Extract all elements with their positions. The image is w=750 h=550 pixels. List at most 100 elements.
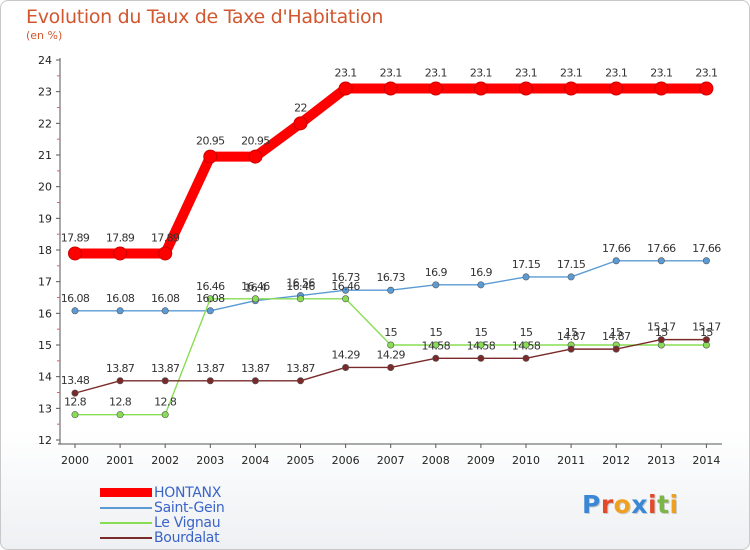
x-tick-label: 2008: [422, 454, 450, 467]
data-point-bourdalat: [657, 336, 665, 344]
data-label-saint-gein: 16.56: [286, 277, 315, 290]
legend-item-saint-gein: Saint-Gein: [100, 500, 225, 516]
x-tick-label: 2014: [692, 454, 720, 467]
x-tick-label: 2002: [151, 454, 179, 467]
data-label-le-vignau: 15: [565, 326, 578, 339]
x-tick-label: 2003: [196, 454, 224, 467]
data-point-le-vignau: [477, 341, 485, 349]
data-point-hontanx: [383, 81, 398, 96]
data-point-hontanx: [609, 81, 624, 96]
x-tick-label: 2012: [602, 454, 630, 467]
x-tick-label: 2004: [241, 454, 269, 467]
data-point-bourdalat: [71, 389, 79, 397]
data-point-bourdalat: [432, 354, 440, 362]
data-label-hontanx: 17.89: [151, 231, 180, 244]
data-label-hontanx: 23.1: [380, 67, 402, 80]
x-tick-label: 2011: [557, 454, 585, 467]
data-point-bourdalat: [612, 345, 620, 353]
data-point-bourdalat: [387, 363, 395, 371]
data-label-bourdalat: 14.58: [422, 339, 451, 352]
data-label-le-vignau: 16.46: [241, 280, 270, 293]
y-tick-label: 24: [38, 54, 52, 67]
data-point-bourdalat: [251, 377, 259, 385]
data-label-bourdalat: 14.29: [376, 348, 405, 361]
legend-item-bourdalat: Bourdalat: [100, 530, 220, 546]
data-point-le-vignau: [71, 411, 79, 419]
legend-swatch-le-vignau: [100, 521, 152, 524]
data-label-saint-gein: 16.08: [106, 292, 135, 305]
legend-item-hontanx: HONTANX: [100, 485, 221, 501]
data-label-saint-gein: 16.4: [244, 282, 267, 295]
data-label-le-vignau: 15: [700, 326, 713, 339]
x-tick-label: 2013: [647, 454, 675, 467]
data-label-le-vignau: 12.8: [154, 396, 177, 409]
data-point-hontanx: [293, 116, 308, 131]
data-label-saint-gein: 16.9: [425, 266, 448, 279]
x-tick-label: 2005: [287, 454, 315, 467]
data-label-saint-gein: 17.66: [692, 242, 721, 255]
data-label-bourdalat: 14.87: [602, 330, 631, 343]
data-point-hontanx: [68, 246, 82, 261]
legend-swatch-bourdalat: [100, 536, 152, 539]
proxiti-logo: Proxiti: [582, 490, 679, 519]
data-point-saint-gein: [71, 307, 79, 315]
y-tick-label: 12: [38, 434, 52, 447]
data-label-saint-gein: 17.15: [512, 258, 541, 271]
data-point-hontanx: [203, 149, 218, 164]
data-point-bourdalat: [477, 354, 485, 362]
data-label-saint-gein: 16.08: [196, 292, 225, 305]
data-point-hontanx: [428, 81, 443, 96]
data-label-saint-gein: 16.9: [470, 266, 493, 279]
data-point-saint-gein: [342, 286, 350, 294]
data-label-le-vignau: 16.46: [286, 280, 315, 293]
data-label-le-vignau: 15: [429, 326, 442, 339]
data-label-hontanx: 17.89: [106, 231, 135, 244]
data-label-hontanx: 17.89: [61, 231, 90, 244]
data-point-saint-gein: [206, 307, 214, 315]
y-tick-label: 21: [38, 149, 52, 162]
data-label-hontanx: 23.1: [425, 67, 447, 80]
data-label-le-vignau: 12.8: [64, 396, 87, 409]
data-label-le-vignau: 15: [610, 326, 623, 339]
x-tick-label: 2001: [106, 454, 134, 467]
x-tick-label: 2000: [61, 454, 89, 467]
data-point-bourdalat: [206, 377, 214, 385]
y-tick-label: 15: [38, 339, 52, 352]
data-point-le-vignau: [387, 341, 395, 349]
data-label-saint-gein: 16.73: [376, 271, 405, 284]
data-label-bourdalat: 14.58: [467, 339, 496, 352]
data-label-saint-gein: 17.15: [557, 258, 586, 271]
data-label-bourdalat: 15.17: [647, 321, 676, 334]
data-label-le-vignau: 15: [655, 326, 668, 339]
data-point-bourdalat: [116, 377, 124, 385]
data-label-saint-gein: 16.08: [151, 292, 180, 305]
data-point-le-vignau: [251, 295, 259, 303]
y-tick-label: 22: [38, 117, 52, 130]
data-point-le-vignau: [342, 295, 350, 303]
y-tick-label: 14: [38, 371, 52, 384]
data-label-hontanx: 20.95: [241, 135, 270, 148]
legend-swatch-hontanx: [100, 488, 152, 497]
data-point-bourdalat: [342, 363, 350, 371]
y-tick-label: 23: [38, 86, 52, 99]
data-label-hontanx: 23.1: [470, 67, 492, 80]
data-point-saint-gein: [612, 257, 620, 265]
data-point-hontanx: [564, 81, 579, 96]
y-tick-label: 20: [38, 181, 52, 194]
x-tick-label: 2006: [332, 454, 360, 467]
data-label-hontanx: 20.95: [196, 135, 225, 148]
chart-subtitle: (en %): [26, 29, 63, 42]
data-label-bourdalat: 14.87: [557, 330, 586, 343]
data-point-saint-gein: [116, 307, 124, 315]
data-label-bourdalat: 14.58: [512, 339, 541, 352]
data-label-hontanx: 22: [294, 101, 307, 114]
data-point-saint-gein: [567, 273, 575, 281]
data-label-le-vignau: 15: [384, 326, 397, 339]
data-label-saint-gein: 17.66: [647, 242, 676, 255]
data-point-saint-gein: [657, 257, 665, 265]
data-point-hontanx: [699, 81, 714, 96]
x-tick-label: 2009: [467, 454, 495, 467]
legend-swatch-saint-gein: [100, 506, 152, 509]
data-point-hontanx: [158, 246, 173, 261]
data-label-bourdalat: 13.48: [61, 374, 90, 387]
